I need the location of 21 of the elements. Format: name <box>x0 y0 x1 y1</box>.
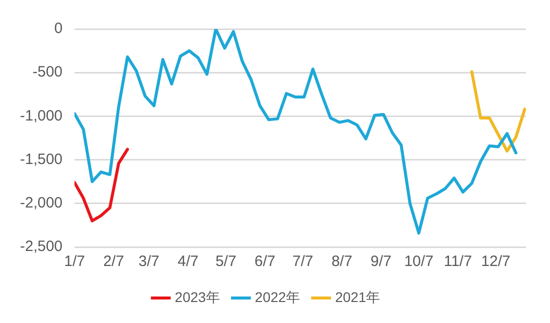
x-tick-label: 6/7 <box>254 253 276 270</box>
y-tick-label: -500 <box>32 64 63 81</box>
y-tick-label: -2,500 <box>20 238 63 256</box>
x-tick-label: 8/7 <box>331 253 352 270</box>
y-tick-label: -1,500 <box>20 150 63 168</box>
x-tick-label: 12/7 <box>481 253 510 270</box>
x-tick-label: 3/7 <box>138 253 160 270</box>
x-tick-label: 5/7 <box>215 253 236 270</box>
y-tick-label: -2,000 <box>20 194 63 212</box>
x-tick-label: 9/7 <box>370 253 392 270</box>
y-tick-label: -1,000 <box>20 107 63 124</box>
legend-label: 2021年 <box>335 288 380 305</box>
x-tick-label: 11/7 <box>444 253 472 270</box>
x-tick-label: 2/7 <box>103 253 124 270</box>
legend-label: 2023年 <box>174 288 220 305</box>
x-tick-label: 1/7 <box>64 253 85 270</box>
y-tick-label: 0 <box>54 20 63 38</box>
x-tick-label: 4/7 <box>178 253 198 270</box>
legend-label: 2022年 <box>254 288 300 305</box>
x-tick-label: 7/7 <box>292 253 314 270</box>
x-tick-label: 10/7 <box>404 253 434 270</box>
